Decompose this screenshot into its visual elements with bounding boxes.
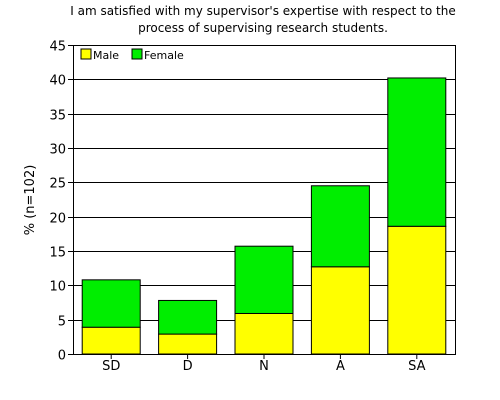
- bar-male-d: [158, 333, 218, 355]
- bar-male-a: [310, 266, 370, 355]
- chart-title-line-2: process of supervising research students…: [138, 21, 388, 35]
- x-tick-label-sa: SA: [408, 359, 425, 374]
- legend-swatch-male: [80, 48, 92, 60]
- bar-male-n: [234, 312, 294, 355]
- axes: 0 5 10 15 20 25 30 35 40 45 SD D N A SA: [49, 40, 456, 374]
- y-tick-label-30: 30: [49, 143, 66, 158]
- y-tick-label-5: 5: [58, 315, 66, 330]
- y-tick-label-35: 35: [49, 109, 66, 124]
- legend-swatch-female: [131, 48, 143, 60]
- x-tick-label-sd: SD: [102, 359, 120, 374]
- legend-label-male: Male: [93, 49, 119, 62]
- legend: Male Female: [80, 48, 184, 62]
- bar-female-a: [310, 185, 370, 268]
- y-axis-label: % (n=102): [23, 165, 38, 236]
- chart-title-line-1: I am satisfied with my supervisor's expe…: [70, 4, 456, 18]
- chart-title: I am satisfied with my supervisor's expe…: [0, 3, 500, 37]
- y-tick-label-45: 45: [49, 40, 66, 55]
- y-tick-label-20: 20: [49, 212, 66, 227]
- y-tick-label-10: 10: [49, 280, 66, 295]
- bar-female-sa: [387, 77, 447, 227]
- y-tick-label-0: 0: [58, 349, 66, 364]
- x-tick-label-d: D: [183, 359, 193, 374]
- y-tick-label-40: 40: [49, 74, 66, 89]
- bar-female-sd: [81, 279, 141, 328]
- bar-female-n: [234, 245, 294, 314]
- bars: [81, 77, 447, 355]
- bar-male-sa: [387, 225, 447, 355]
- x-tick-label-n: N: [259, 359, 269, 374]
- bar-male-sd: [81, 326, 141, 355]
- plot-frame: [73, 45, 456, 355]
- y-tick-label-25: 25: [49, 177, 66, 192]
- legend-label-female: Female: [144, 49, 184, 62]
- x-tick-label-a: A: [336, 359, 345, 374]
- bar-female-d: [158, 299, 218, 335]
- y-tick-label-15: 15: [49, 246, 66, 261]
